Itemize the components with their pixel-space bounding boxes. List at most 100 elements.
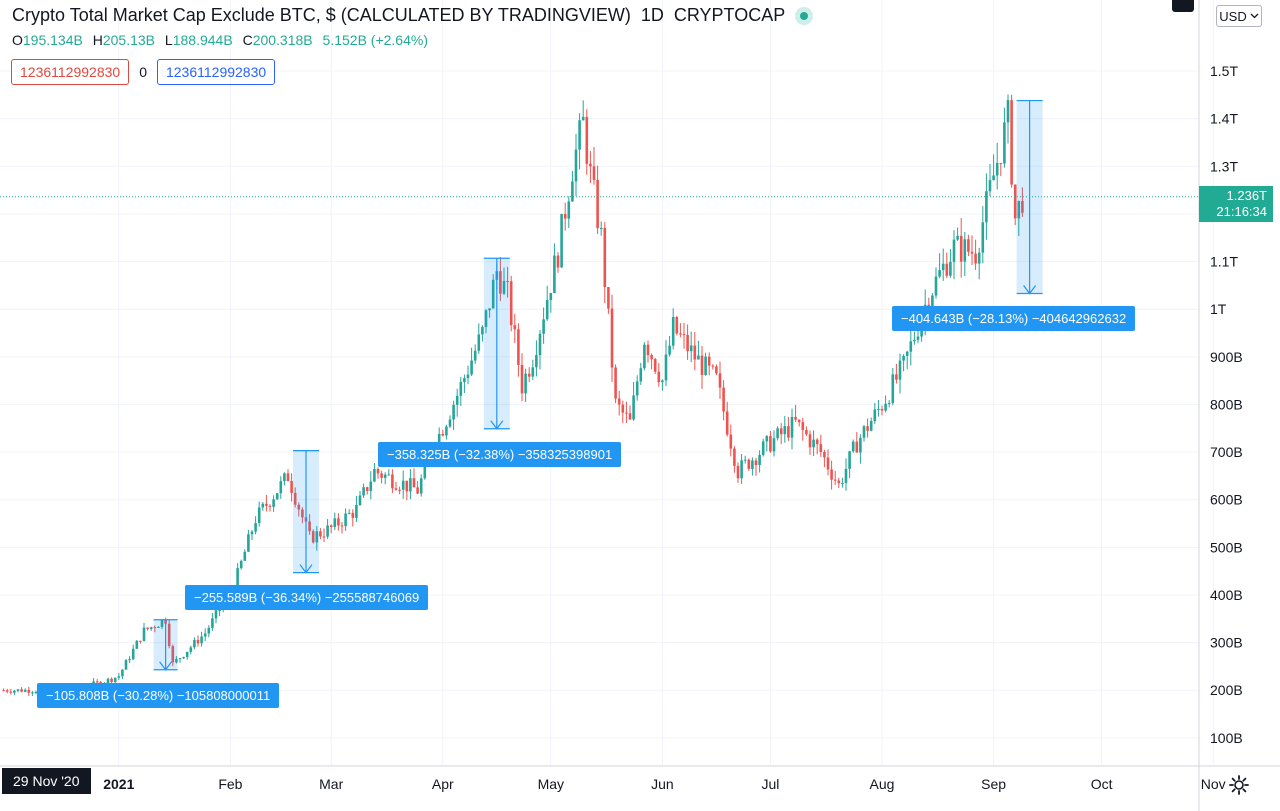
candle-body	[992, 175, 995, 181]
candle-body	[369, 481, 373, 491]
candle-body	[682, 334, 686, 336]
candle-body	[988, 180, 992, 192]
measure-label-2[interactable]: −255.589B (−36.34%) −255588746069	[185, 585, 429, 610]
candle-body	[441, 433, 445, 436]
candle-body	[149, 627, 153, 629]
candle-body	[877, 408, 880, 410]
candle-body	[488, 308, 491, 311]
candle-body	[862, 426, 866, 438]
candle-body	[247, 534, 250, 552]
candle-body	[995, 163, 999, 176]
candle-body	[956, 235, 959, 240]
candle-body	[466, 374, 470, 379]
candle-body	[121, 669, 124, 677]
candle-body	[517, 329, 520, 365]
x-tick-label: Apr	[432, 776, 454, 792]
candle-body	[1021, 200, 1024, 213]
candle-body	[200, 636, 203, 644]
candle-body	[689, 345, 693, 352]
measure-label-3[interactable]: −358.325B (−32.38%) −358325398901	[378, 442, 622, 467]
add-button[interactable]	[1172, 0, 1194, 12]
candle-body	[5, 690, 9, 692]
candle-body	[812, 439, 815, 448]
bid-input[interactable]: 1236112992830	[11, 59, 130, 85]
candle-body	[880, 408, 884, 411]
low-key: L	[164, 32, 173, 48]
candle-body	[934, 276, 938, 296]
candle-body	[585, 116, 589, 164]
currency-select[interactable]: USD	[1216, 5, 1262, 27]
candle-body	[481, 326, 484, 335]
candle-body	[308, 521, 311, 532]
y-tick-label: 600B	[1210, 492, 1243, 508]
x-tick-label: Aug	[870, 776, 895, 792]
candle-body	[297, 504, 301, 510]
candle-body	[556, 255, 560, 268]
y-tick-label: 700B	[1210, 444, 1243, 460]
candle-body	[668, 345, 671, 355]
y-tick-label: 300B	[1210, 635, 1243, 651]
candle-body	[333, 518, 337, 527]
candle-body	[931, 295, 934, 310]
measure-label-4[interactable]: −404.643B (−28.13%) −404642962632	[892, 306, 1136, 331]
candle-body	[376, 468, 380, 474]
candle-body	[380, 473, 383, 478]
candle-body	[326, 525, 329, 537]
y-tick-label: 200B	[1210, 682, 1243, 698]
last-price-value: 1.236T	[1226, 188, 1267, 203]
candle-body	[963, 239, 967, 262]
candle-body	[275, 493, 279, 500]
gear-icon[interactable]	[1228, 774, 1250, 796]
candle-body	[445, 426, 448, 436]
measure-label-1[interactable]: −105.808B (−30.28%) −105808000011	[37, 683, 280, 708]
candle-body	[459, 381, 463, 396]
candle-body	[819, 444, 823, 452]
candle-body	[218, 609, 221, 611]
candle-body	[783, 426, 787, 435]
x-tick-label: Feb	[218, 776, 242, 792]
candle-body	[581, 116, 585, 121]
candle-body	[401, 480, 405, 490]
candle-body	[254, 523, 257, 532]
candle-body	[628, 413, 632, 420]
ask-input[interactable]: 1236112992830	[156, 59, 276, 85]
candle-body	[952, 239, 956, 262]
candle-body	[463, 378, 466, 382]
candle-body	[311, 531, 315, 543]
candle-body	[895, 374, 898, 380]
candle-body	[160, 620, 164, 627]
candle-body	[394, 488, 398, 490]
y-tick-label: 1.4T	[1210, 111, 1238, 127]
candle-body	[347, 512, 351, 514]
candle-body	[135, 640, 139, 649]
candle-body	[916, 336, 920, 340]
candle-body	[2, 690, 5, 692]
candle-body	[704, 356, 707, 375]
candle-body	[293, 492, 297, 505]
candle-body	[733, 448, 736, 466]
candle-body	[1010, 100, 1013, 185]
candle-body	[787, 426, 790, 438]
candle-body	[157, 626, 160, 628]
candle-body	[711, 365, 715, 367]
measure-arrow-head	[159, 661, 173, 671]
change-value: 5.152B (+2.64%)	[322, 32, 428, 48]
candle-body	[560, 214, 563, 268]
candle-body	[621, 404, 625, 413]
candle-body	[837, 480, 841, 484]
candle-body	[268, 505, 272, 507]
candle-body	[520, 364, 524, 394]
candle-body	[650, 355, 653, 360]
candle-body	[106, 678, 110, 684]
candle-body	[949, 261, 952, 276]
open-value: 195.134B	[22, 32, 83, 48]
candle-body	[905, 351, 909, 356]
candle-body	[801, 422, 805, 430]
candle-body	[776, 428, 779, 439]
interval-label[interactable]: 1D	[640, 5, 664, 25]
candle-body	[675, 317, 679, 334]
candle-body	[545, 299, 549, 320]
candle-body	[535, 355, 538, 368]
candle-body	[214, 610, 218, 619]
open-key: O	[12, 32, 23, 48]
